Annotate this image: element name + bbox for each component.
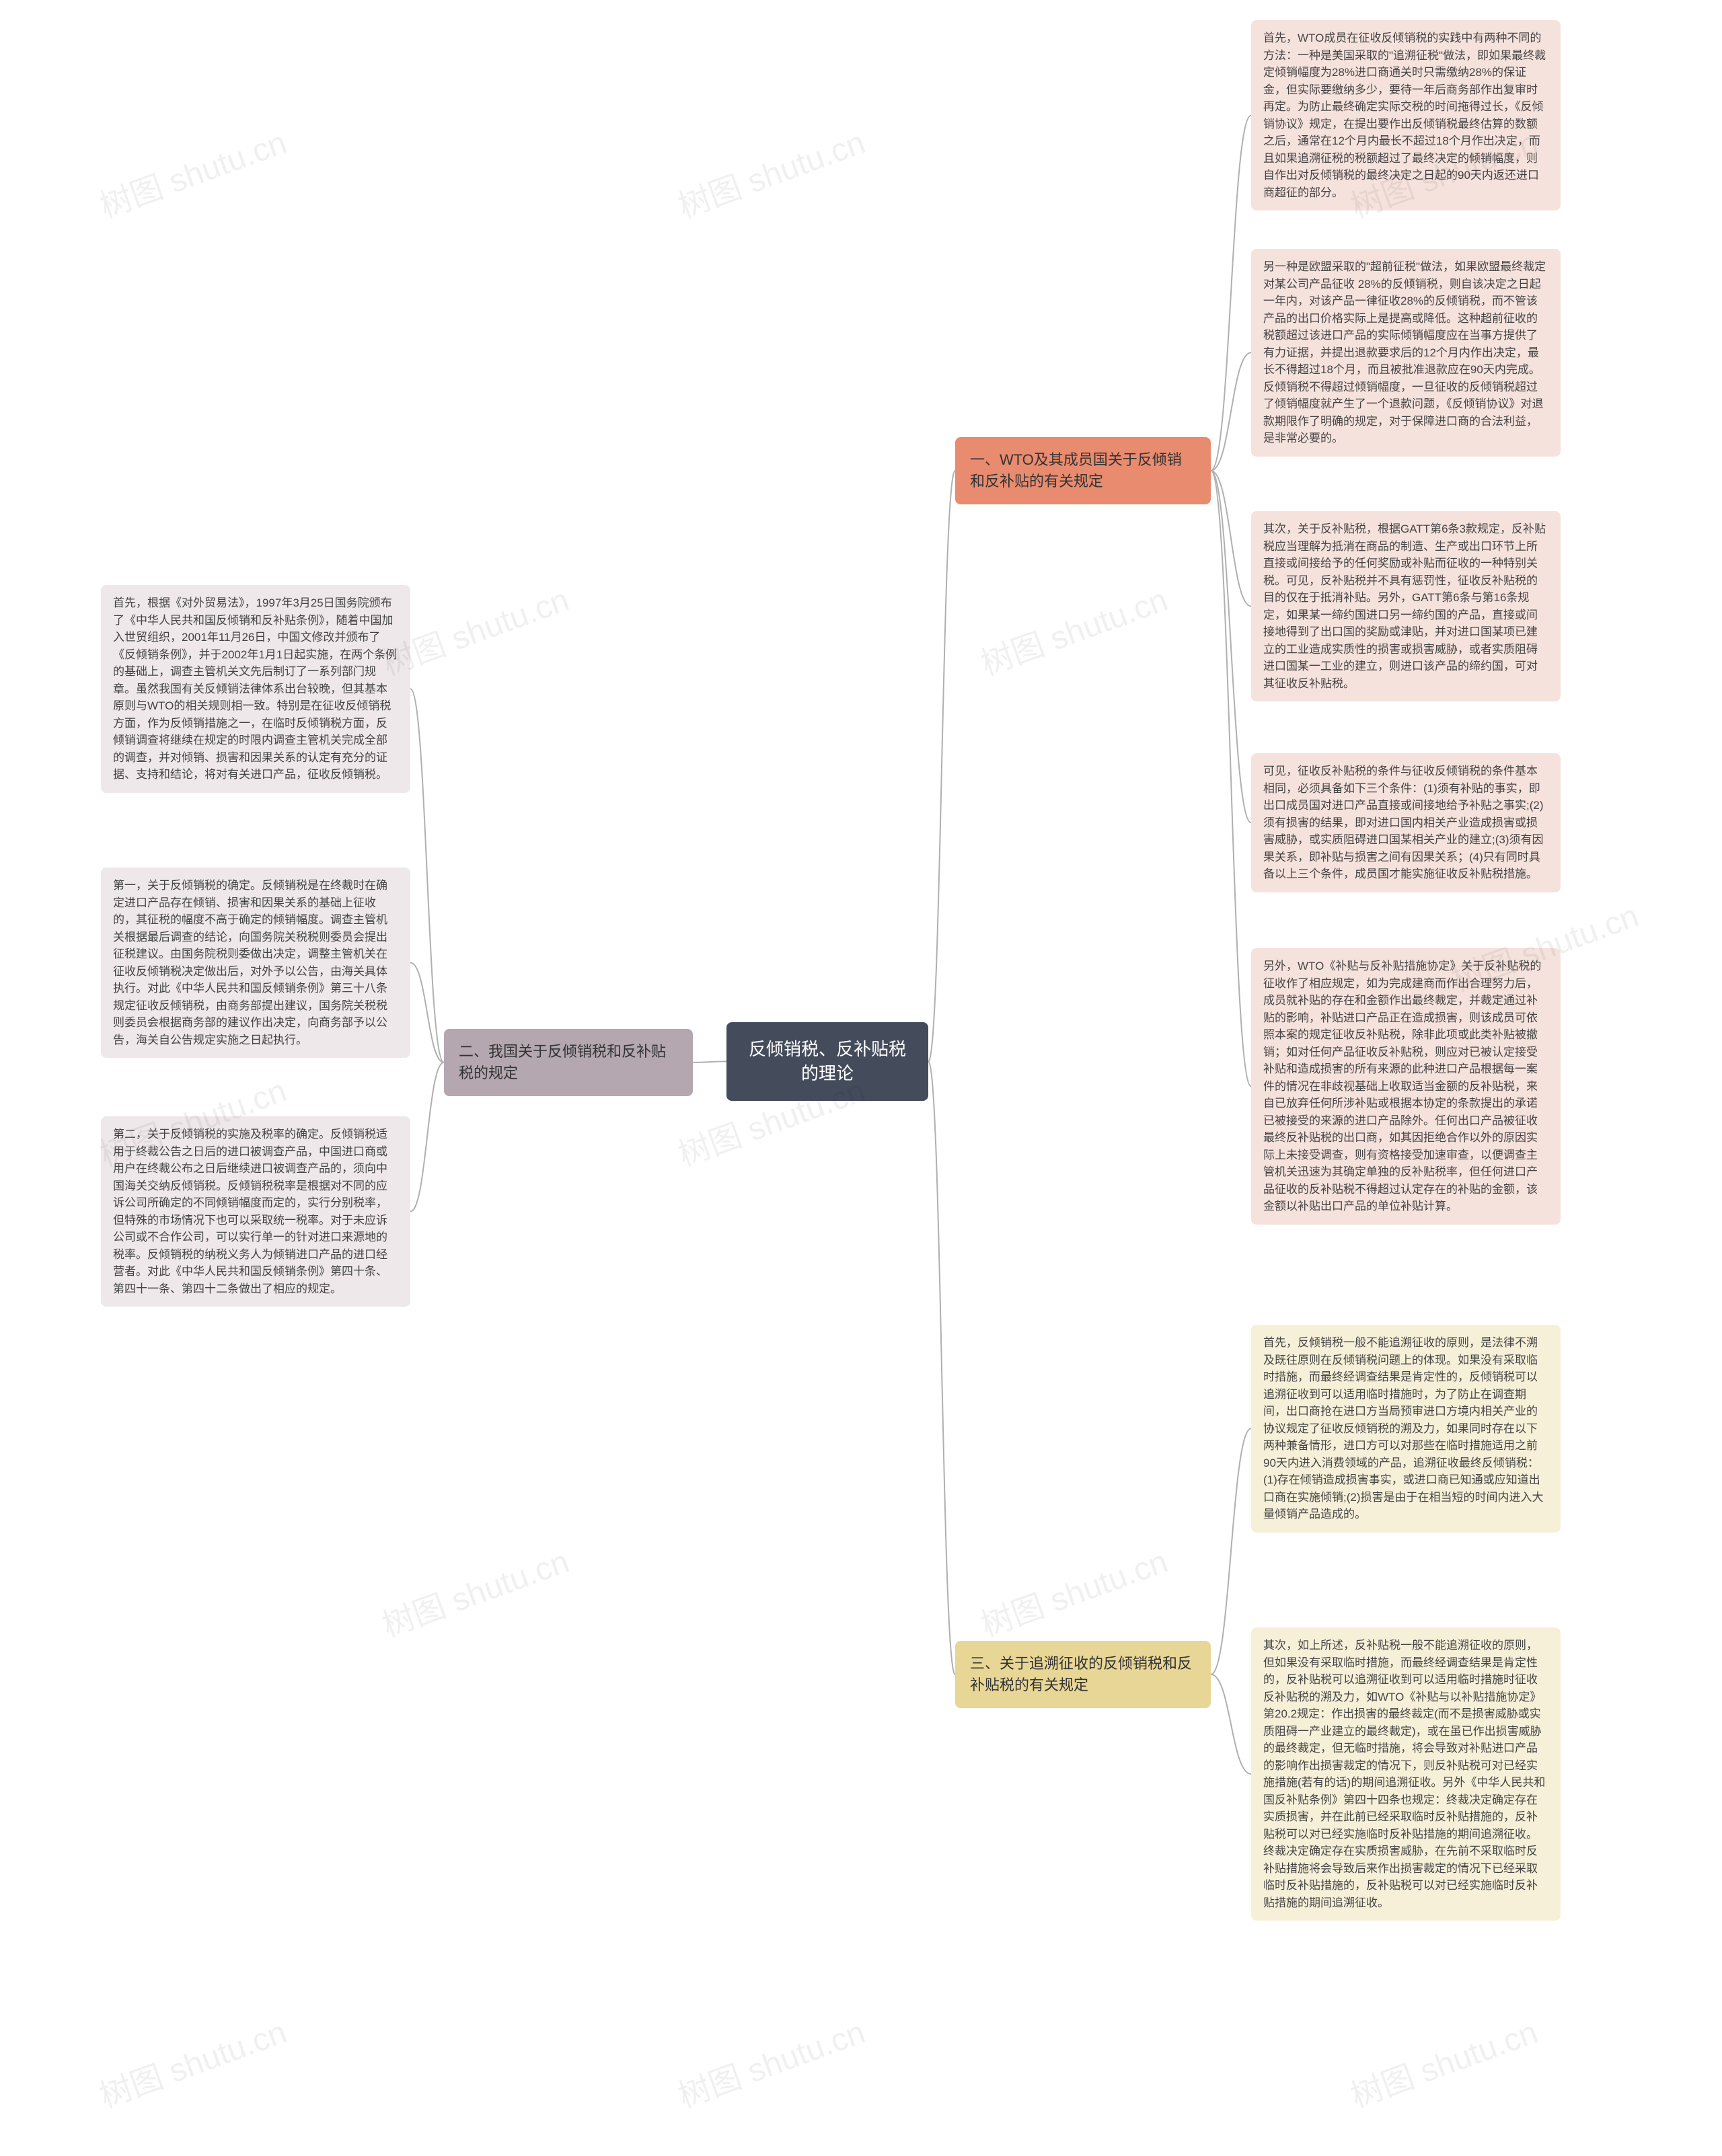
watermark: 树图 shutu.cn — [1343, 2005, 1543, 2116]
watermark: 树图 shutu.cn — [375, 1535, 574, 1646]
leaf-node-b3-1: 其次，如上所述，反补贴税一般不能追溯征收的原则，但如果没有采取临时措施，而最终经… — [1251, 1627, 1561, 1921]
watermark: 树图 shutu.cn — [92, 116, 292, 227]
branch-node-b2: 二、我国关于反倾销税和反补贴税的规定 — [444, 1029, 693, 1096]
leaf-node-b1-0: 首先，WTO成员在征收反倾销税的实践中有两种不同的方法：一种是美国采取的"追溯征… — [1251, 20, 1561, 210]
branch-node-b1: 一、WTO及其成员国关于反倾销和反补贴的有关规定 — [955, 437, 1211, 504]
leaf-node-b1-2: 其次，关于反补贴税，根据GATT第6条3款规定，反补贴税应当理解为抵消在商品的制… — [1251, 511, 1561, 701]
leaf-node-b2-2: 第二，关于反倾销税的实施及税率的确定。反倾销税适用于终裁公告之日后的进口被调查产… — [101, 1116, 410, 1307]
leaf-node-b3-0: 首先，反倾销税一般不能追溯征收的原则，是法律不溯及既往原则在反倾销税问题上的体现… — [1251, 1325, 1561, 1533]
watermark: 树图 shutu.cn — [671, 116, 870, 227]
center-node: 反倾销税、反补贴税的理论 — [726, 1022, 928, 1101]
watermark: 树图 shutu.cn — [671, 2005, 870, 2116]
watermark: 树图 shutu.cn — [973, 1535, 1173, 1646]
leaf-node-b1-1: 另一种是欧盟采取的"超前征税"做法，如果欧盟最终裁定对某公司产品征收 28%的反… — [1251, 249, 1561, 457]
leaf-node-b2-0: 首先，根据《对外贸易法》，1997年3月25日国务院颁布了《中华人民共和国反倾销… — [101, 585, 410, 793]
leaf-node-b1-4: 另外，WTO《补贴与反补贴措施协定》关于反补贴税的征收作了相应规定，如为完成建商… — [1251, 948, 1561, 1225]
watermark: 树图 shutu.cn — [92, 2005, 292, 2116]
leaf-node-b1-3: 可见，征收反补贴税的条件与征收反倾销税的条件基本相同，必须具备如下三个条件：(1… — [1251, 753, 1561, 892]
watermark: 树图 shutu.cn — [973, 573, 1173, 684]
branch-node-b3: 三、关于追溯征收的反倾销税和反补贴税的有关规定 — [955, 1641, 1211, 1708]
leaf-node-b2-1: 第一，关于反倾销税的确定。反倾销税是在终裁时在确定进口产品存在倾销、损害和因果关… — [101, 868, 410, 1058]
